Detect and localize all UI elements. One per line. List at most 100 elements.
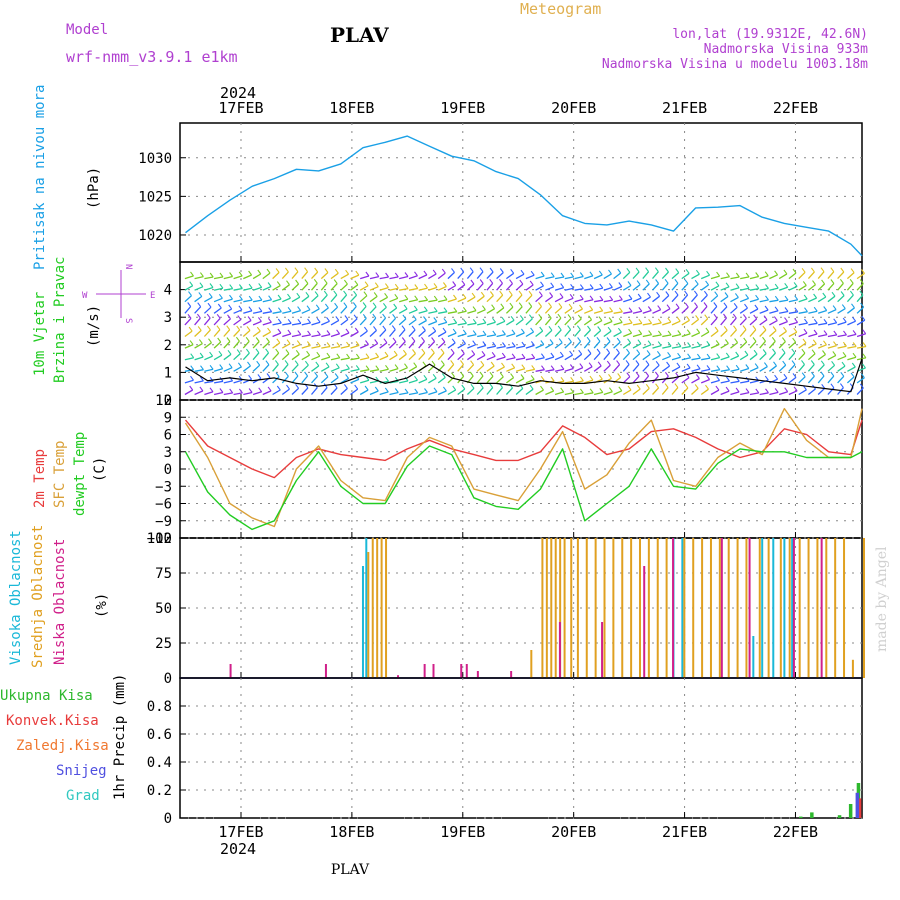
wind-barb — [691, 283, 699, 291]
wind-barb — [457, 297, 467, 303]
wind-barb — [359, 330, 368, 338]
wind-barb — [525, 331, 534, 338]
wind-barb — [769, 274, 778, 280]
wind-barb — [204, 355, 213, 361]
wind-barb-flag — [335, 316, 340, 321]
wind-barb — [710, 343, 720, 349]
wind-barb-flag — [687, 342, 692, 347]
wind-barb — [613, 331, 622, 338]
wind-barb-flag — [763, 362, 768, 367]
wind-barb — [652, 295, 660, 303]
wind-barb-flag — [199, 386, 204, 392]
wind-barb-flag — [745, 294, 750, 299]
panel-frame — [179, 122, 863, 263]
wind-barb — [603, 391, 613, 396]
wind-barb — [564, 287, 574, 291]
wind-barb — [593, 352, 601, 361]
wind-barb-flag — [236, 325, 241, 331]
wind-compass: W E N S — [82, 264, 155, 323]
model-label: Model — [66, 22, 108, 38]
wind-barb-flag — [686, 363, 691, 369]
wind-barb-flag — [394, 388, 399, 393]
wind-barb — [730, 391, 740, 396]
wind-barb-flag — [248, 295, 253, 301]
wind-barb — [554, 342, 563, 349]
wind-barb — [213, 317, 221, 326]
wind-barb-flag — [393, 350, 398, 356]
wind-barb-flag — [646, 350, 651, 355]
wind-barb-flag — [764, 305, 769, 311]
wind-barb — [437, 376, 446, 384]
wind-barb — [808, 297, 817, 303]
wind-barb-flag — [732, 313, 737, 319]
wind-barb-flag — [324, 303, 329, 309]
wind-barb — [496, 387, 503, 395]
wind-barb — [652, 354, 661, 361]
cloud-low-label: Niska Oblacnost — [52, 539, 68, 665]
wind-barb — [437, 285, 447, 291]
precip-unit: 1hr Precip (mm) — [112, 674, 128, 800]
wind-barb — [398, 367, 408, 372]
wind-barb — [389, 317, 397, 326]
wind-barb-flag — [773, 316, 778, 321]
wind-barb — [710, 369, 720, 372]
wind-barb — [398, 353, 407, 361]
wind-barb-flag — [530, 341, 535, 346]
wind-barb-flag — [636, 384, 641, 390]
wind-barb-flag — [209, 272, 214, 278]
wind-barb-flag — [529, 384, 534, 390]
wind-barb — [389, 380, 399, 384]
wind-barb — [233, 287, 243, 291]
wind-barb-flag — [413, 305, 418, 311]
wind-barb-flag — [216, 313, 221, 319]
wind-barb-flag — [431, 337, 436, 342]
station-title: PLAV — [330, 23, 389, 47]
wind-barb-flag — [548, 302, 552, 308]
temp-sfc-line — [184, 407, 863, 528]
wind-barb — [389, 297, 399, 303]
wind-barb — [769, 320, 778, 326]
wind-barb — [545, 295, 553, 303]
wind-barb-flag — [684, 302, 689, 308]
wind-barb — [837, 387, 844, 395]
wind-barb — [311, 387, 318, 395]
wind-barb — [652, 271, 659, 280]
wind-barb-flag — [187, 302, 192, 307]
wind-barb — [194, 343, 203, 349]
wind-barb-flag — [248, 283, 253, 289]
wind-barb-flag — [810, 371, 815, 377]
wind-barb-flag — [453, 318, 458, 324]
wind-barb-flag — [674, 278, 679, 284]
wind-barb — [642, 271, 650, 280]
wind-barb-flag — [247, 361, 251, 367]
wind-barb-flag — [511, 342, 516, 347]
wind-barb — [525, 274, 535, 280]
wind-barb-flag — [528, 314, 533, 320]
wind-barb — [632, 322, 643, 326]
wind-barb — [856, 294, 864, 303]
wind-barb-flag — [570, 272, 575, 278]
wind-barb-flag — [511, 353, 516, 359]
wind-barb — [379, 368, 389, 372]
wind-barb-flag — [743, 337, 748, 343]
wind-barb-flag — [822, 350, 826, 355]
wind-barb-flag — [588, 315, 593, 321]
wind-barb-flag — [374, 339, 379, 344]
wind-barb — [554, 329, 562, 337]
wind-barb — [554, 276, 565, 280]
wind-barb — [457, 343, 466, 349]
wind-barb — [457, 310, 467, 314]
wind-barb — [369, 342, 379, 349]
y-tick-label: 75 — [155, 566, 172, 582]
wind-barb — [242, 365, 251, 372]
wind-barb — [252, 286, 262, 291]
footer-station: PLAV — [331, 862, 370, 878]
wind-barb-flag — [228, 363, 233, 369]
wind-barb — [593, 299, 604, 303]
wind-barb — [740, 391, 750, 396]
wind-barb — [340, 318, 349, 326]
wind-barb-flag — [499, 290, 504, 296]
wind-barb-flag — [802, 385, 807, 391]
wind-barb — [788, 321, 798, 326]
wind-barb-flag — [508, 290, 513, 296]
